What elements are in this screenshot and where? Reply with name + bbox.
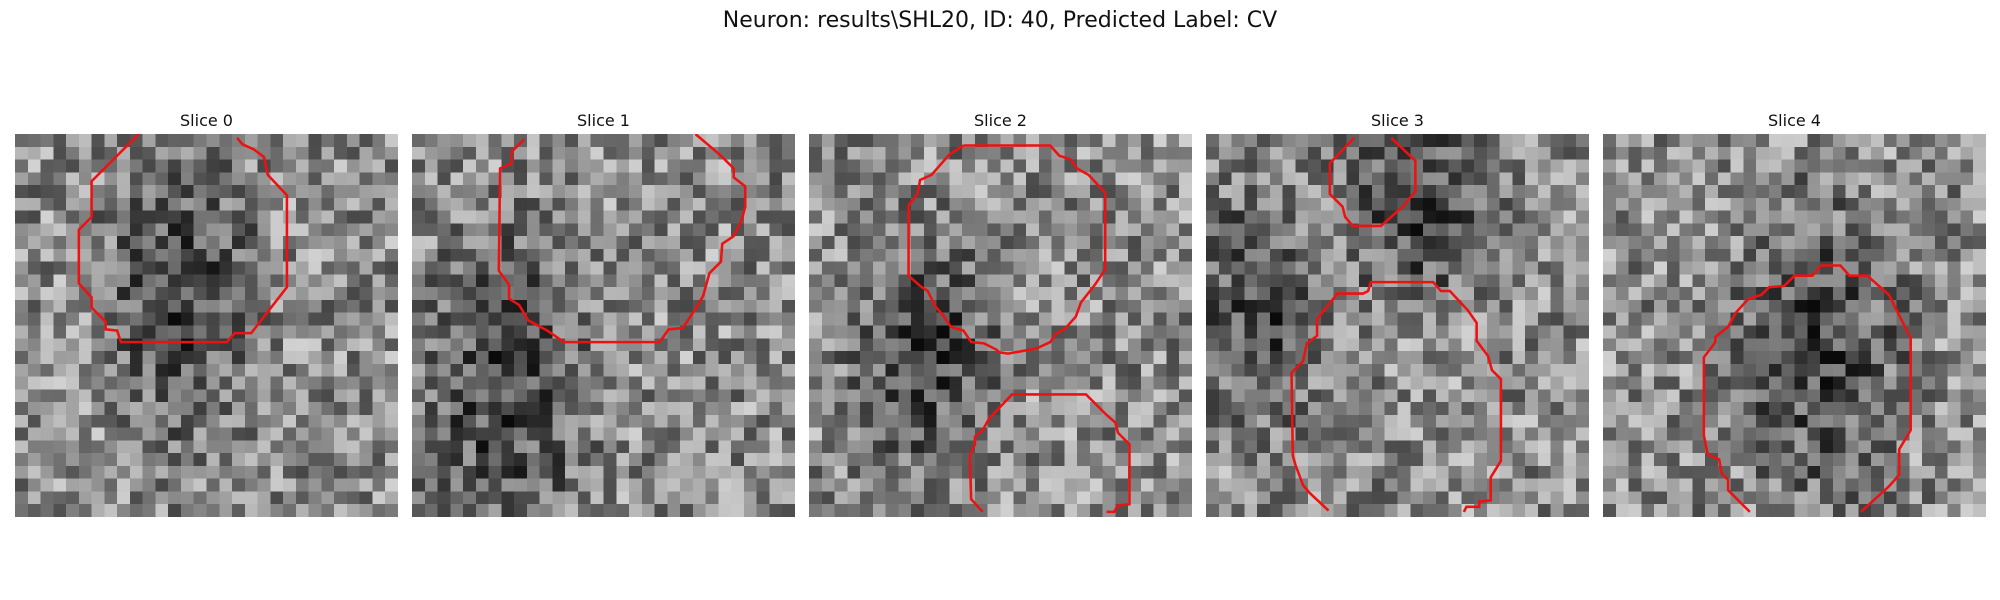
contour-3a <box>1328 136 1417 228</box>
slice-panel-0: Slice 0 <box>15 108 398 517</box>
figure-title: Neuron: results\SHL20, ID: 40, Predicted… <box>722 8 1278 33</box>
slice-panel-1: Slice 1 <box>412 108 795 517</box>
slice-panel-4: Slice 4 <box>1603 108 1986 517</box>
slice-title-1: Slice 1 <box>577 111 630 130</box>
contour-0 <box>77 134 289 344</box>
slice-image-1 <box>412 134 795 517</box>
contour-3b <box>1290 280 1503 513</box>
slice-title-4: Slice 4 <box>1768 111 1821 130</box>
slice-panel-2: Slice 2 <box>809 108 1192 517</box>
slice-panel-3: Slice 3 <box>1206 108 1589 517</box>
pixel-grid-1 <box>412 134 795 517</box>
pixel-grid-2 <box>809 134 1192 517</box>
pixel-grid-0 <box>15 134 398 517</box>
contour-4 <box>1702 264 1912 513</box>
contour-2a <box>907 144 1107 355</box>
slice-image-4 <box>1603 134 1986 517</box>
contour-1 <box>497 134 747 344</box>
slice-image-0 <box>15 134 398 517</box>
slice-title-3: Slice 3 <box>1371 111 1424 130</box>
slice-image-2 <box>809 134 1192 517</box>
pixel-grid-3 <box>1206 134 1589 517</box>
slice-image-3 <box>1206 134 1589 517</box>
slice-title-0: Slice 0 <box>180 111 233 130</box>
contour-2b <box>968 393 1131 514</box>
pixel-grid-4 <box>1603 134 1986 517</box>
slice-title-2: Slice 2 <box>974 111 1027 130</box>
